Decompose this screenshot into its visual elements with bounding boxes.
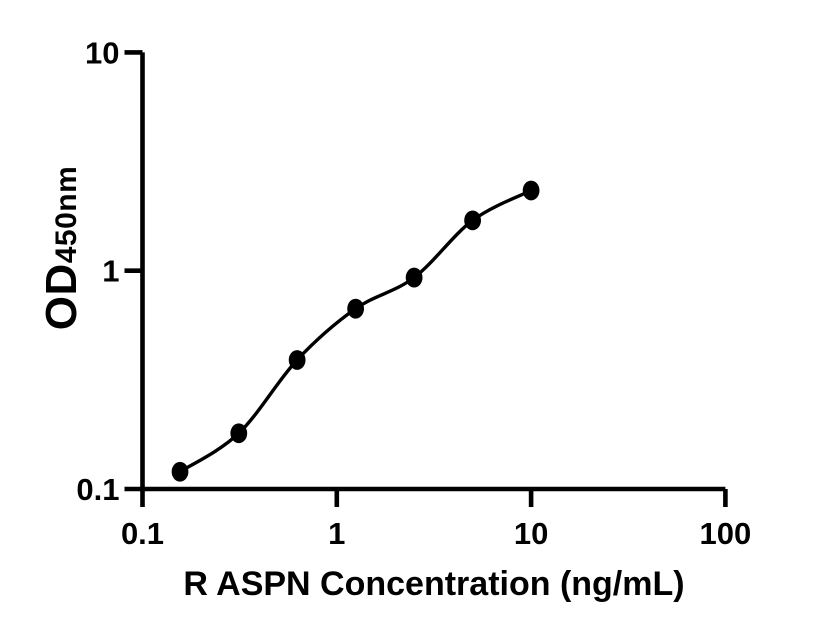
x-axis-title: R ASPN Concentration (ng/mL) bbox=[183, 565, 685, 603]
data-point bbox=[347, 298, 365, 319]
data-point bbox=[405, 267, 423, 288]
x-tick-label: 10 bbox=[514, 516, 548, 551]
data-point bbox=[522, 180, 540, 201]
data-point bbox=[464, 210, 482, 231]
y-axis-title-sub: 450nm bbox=[50, 165, 83, 264]
x-tick-label: 100 bbox=[700, 516, 752, 551]
data-point bbox=[171, 461, 189, 482]
x-tick-label: 0.1 bbox=[121, 516, 164, 551]
y-tick-label: 0.1 bbox=[76, 472, 119, 507]
y-axis-title-main: OD bbox=[37, 263, 86, 331]
y-tick-label: 1 bbox=[102, 254, 119, 289]
y-axis-title: OD450nm bbox=[37, 166, 87, 331]
axis-lines bbox=[140, 52, 726, 492]
y-tick-label: 10 bbox=[85, 35, 119, 70]
data-point bbox=[288, 350, 306, 370]
x-tick-label: 1 bbox=[328, 516, 345, 551]
data-point bbox=[230, 423, 248, 444]
